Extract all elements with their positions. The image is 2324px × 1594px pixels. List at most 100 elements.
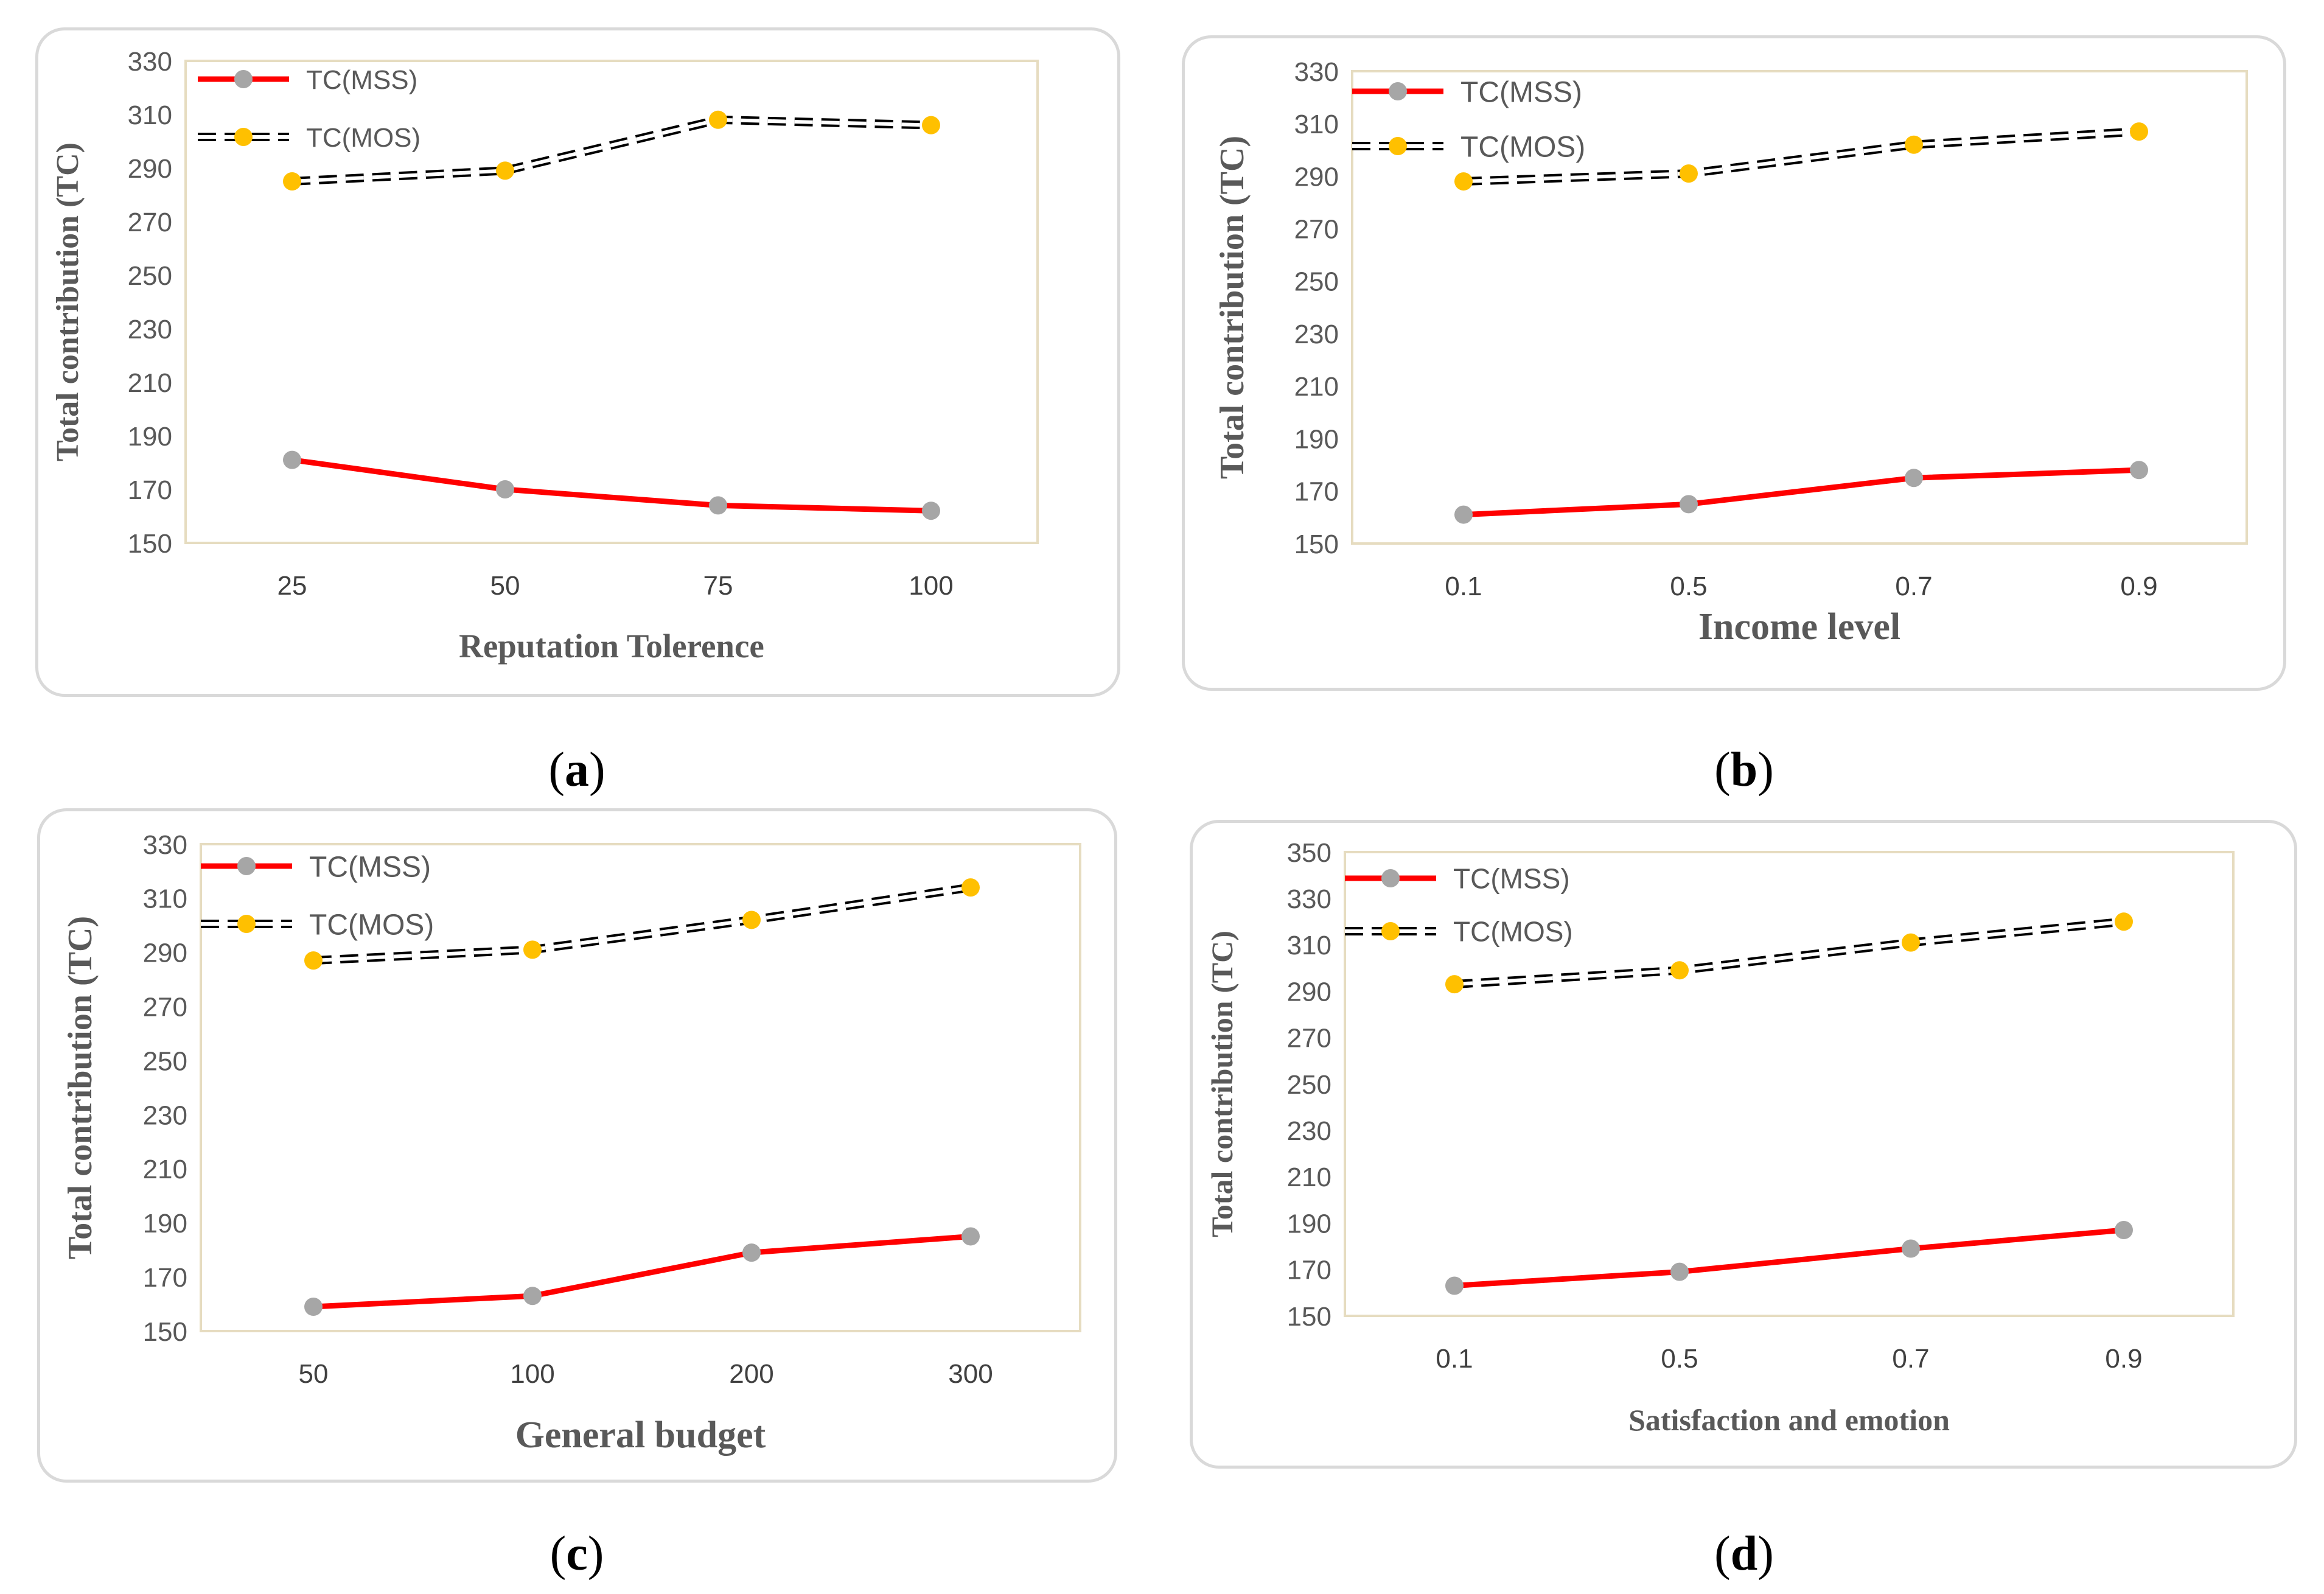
point-mos-d-0 <box>1445 975 1464 994</box>
x-tick-label-b: 0.7 <box>1895 572 1932 601</box>
y-tick-label-c: 150 <box>143 1317 187 1347</box>
point-mos-c-2 <box>742 911 761 929</box>
x-tick-label-a: 75 <box>703 571 733 601</box>
series-line-mss-a <box>289 457 934 514</box>
y-tick-label-d: 190 <box>1287 1209 1331 1239</box>
y-tick-label-b: 310 <box>1294 110 1339 139</box>
point-mos-a-1 <box>496 161 514 180</box>
y-tick-label-b: 150 <box>1294 530 1339 559</box>
caption-d: (d) <box>1714 1527 1774 1581</box>
x-axis-label-b: Income level <box>1698 606 1900 648</box>
point-mss-a-1 <box>496 480 514 498</box>
y-tick-label-d: 310 <box>1287 931 1331 960</box>
point-mos-a-0 <box>283 172 301 191</box>
x-tick-label-c: 200 <box>729 1359 773 1389</box>
plot-area-d <box>1344 851 2235 1317</box>
legend-marker-mss-b <box>1389 82 1407 100</box>
y-tick-label-a: 170 <box>128 475 172 505</box>
caption-d-label: d <box>1730 1527 1758 1581</box>
legend-marker-mss-c <box>237 857 256 875</box>
caption-a-label: a <box>565 743 589 797</box>
y-tick-label-b: 290 <box>1294 162 1339 192</box>
y-tick-label-a: 230 <box>128 315 172 344</box>
caption-c: (c) <box>550 1527 604 1581</box>
x-axis-label-a: Reputation Tolerence <box>459 627 764 665</box>
point-mss-c-2 <box>742 1243 761 1262</box>
point-mss-c-0 <box>304 1298 323 1316</box>
y-tick-label-b: 330 <box>1294 57 1339 87</box>
series-line-mos-b <box>1463 130 2140 184</box>
point-mss-d-1 <box>1670 1262 1689 1281</box>
point-mss-d-2 <box>1902 1239 1920 1258</box>
y-tick-label-c: 210 <box>143 1155 187 1184</box>
panel-a-frame <box>35 27 1120 697</box>
legend-marker-mss-d <box>1381 869 1400 887</box>
x-tick-label-d: 0.1 <box>1436 1344 1473 1374</box>
y-tick-label-b: 190 <box>1294 424 1339 454</box>
y-tick-label-c: 230 <box>143 1100 187 1130</box>
legend-marker-mos-d <box>1381 922 1400 940</box>
y-axis-label-b: Total contribution (TC) <box>1213 136 1251 479</box>
point-mss-a-0 <box>283 450 301 469</box>
point-mss-c-1 <box>523 1287 542 1306</box>
point-mss-d-0 <box>1445 1276 1464 1295</box>
y-tick-label-d: 270 <box>1287 1024 1331 1054</box>
legend-label-mos-d: TC(MOS) <box>1453 916 1573 948</box>
x-tick-label-d: 0.5 <box>1661 1344 1698 1374</box>
series-line-mos-a <box>291 117 932 183</box>
point-mos-b-1 <box>1680 164 1698 183</box>
legend-label-mss-c: TC(MSS) <box>309 851 431 883</box>
y-tick-label-c: 250 <box>143 1046 187 1076</box>
x-tick-label-a: 50 <box>490 571 520 601</box>
legend-label-mos-a: TC(MOS) <box>306 123 420 153</box>
x-tick-label-b: 0.1 <box>1445 572 1482 601</box>
y-tick-label-c: 310 <box>143 884 187 914</box>
y-tick-label-a: 250 <box>128 261 172 291</box>
point-mss-c-3 <box>961 1227 980 1246</box>
point-mos-d-2 <box>1902 933 1920 952</box>
caption-b-label: b <box>1730 743 1758 797</box>
y-tick-label-c: 270 <box>143 993 187 1022</box>
legend-label-mos-b: TC(MOS) <box>1460 131 1585 163</box>
plot-area-a <box>184 60 1039 544</box>
y-axis-label-c: Total contribution (TC) <box>61 916 99 1259</box>
y-tick-label-b: 230 <box>1294 320 1339 349</box>
y-tick-label-a: 190 <box>128 422 172 452</box>
y-tick-label-c: 330 <box>143 830 187 860</box>
x-tick-label-d: 0.9 <box>2105 1344 2142 1374</box>
point-mos-d-3 <box>2115 912 2133 931</box>
caption-c-label: c <box>566 1527 588 1581</box>
y-tick-label-d: 250 <box>1287 1070 1331 1100</box>
y-tick-label-d: 170 <box>1287 1256 1331 1285</box>
legend-label-mss-d: TC(MSS) <box>1453 863 1570 895</box>
x-tick-label-a: 100 <box>909 571 953 601</box>
y-tick-label-c: 190 <box>143 1209 187 1239</box>
series-line-mss-d <box>1451 1227 2127 1288</box>
legend-label-mos-c: TC(MOS) <box>309 909 434 941</box>
y-tick-label-d: 330 <box>1287 884 1331 914</box>
point-mos-b-2 <box>1905 135 1923 154</box>
y-tick-label-d: 290 <box>1287 977 1331 1007</box>
legend-marker-mos-a <box>234 128 253 146</box>
point-mos-b-0 <box>1454 172 1473 191</box>
y-tick-label-c: 170 <box>143 1263 187 1293</box>
y-tick-label-b: 250 <box>1294 267 1339 297</box>
legend-marker-mos-c <box>237 915 256 933</box>
y-tick-label-b: 210 <box>1294 372 1339 402</box>
point-mss-b-3 <box>2130 461 2148 480</box>
y-tick-label-a: 290 <box>128 154 172 184</box>
series-line-mos-c <box>313 886 971 963</box>
y-tick-label-a: 310 <box>128 100 172 130</box>
x-tick-label-c: 100 <box>510 1359 554 1389</box>
caption-b: (b) <box>1714 743 1774 797</box>
y-tick-label-a: 330 <box>128 47 172 77</box>
point-mss-a-3 <box>922 502 940 520</box>
series-line-mss-b <box>1460 467 2142 518</box>
plot-area-c <box>200 843 1081 1332</box>
point-mos-d-1 <box>1670 961 1689 980</box>
y-axis-label-d: Total contribution (TC) <box>1205 931 1239 1237</box>
point-mos-b-3 <box>2130 122 2148 141</box>
y-tick-label-d: 150 <box>1287 1302 1331 1332</box>
